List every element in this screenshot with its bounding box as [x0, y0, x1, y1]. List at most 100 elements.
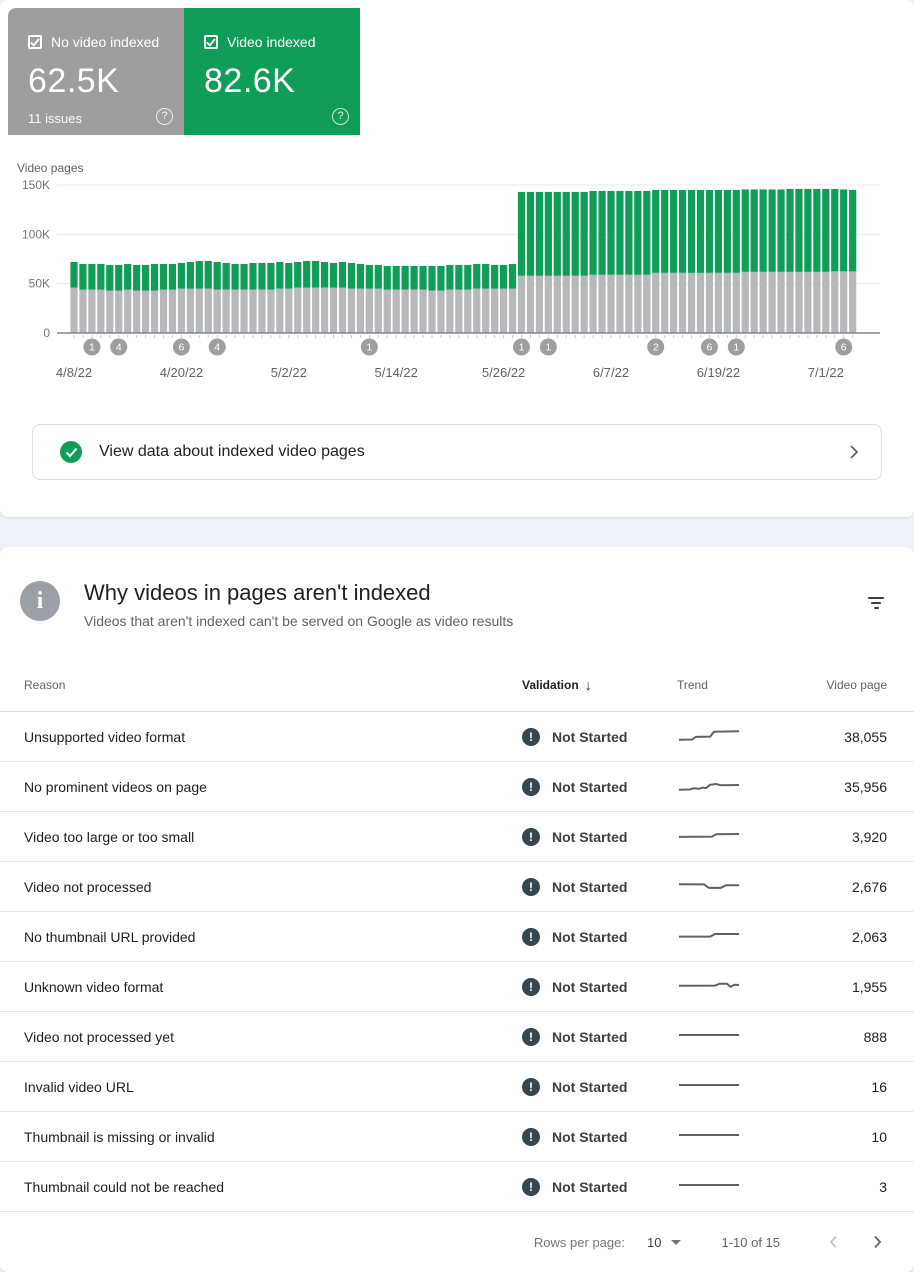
svg-text:0: 0 — [43, 326, 50, 340]
video-page-count: 2,063 — [851, 928, 887, 945]
trend-cell — [677, 1024, 802, 1049]
view-data-label: View data about indexed video pages — [99, 443, 365, 460]
validation-cell: ! Not Started — [522, 927, 677, 946]
validation-cell: ! Not Started — [522, 827, 677, 846]
next-page-button[interactable] — [864, 1229, 890, 1255]
header-validation-sort[interactable]: Validation ↓ — [522, 677, 592, 693]
info-icon: i — [20, 581, 60, 621]
validation-status: Not Started — [552, 1028, 628, 1045]
error-icon: ! — [522, 1027, 540, 1046]
trend-cell — [677, 1174, 802, 1199]
validation-cell: ! Not Started — [522, 1027, 677, 1046]
validation-status: Not Started — [552, 1128, 628, 1145]
trend-cell — [677, 1074, 802, 1099]
chevron-left-icon — [829, 1235, 837, 1249]
view-data-link[interactable]: View data about indexed video pages — [32, 424, 882, 480]
svg-text:6: 6 — [841, 342, 847, 354]
trend-cell — [677, 824, 802, 849]
table-row[interactable]: Video too large or too small ! Not Started… — [0, 812, 914, 862]
table-row[interactable]: No prominent videos on page! Not Started 3… — [0, 762, 914, 812]
validation-cell: ! Not Started — [522, 777, 677, 796]
issues-count: 11 issues — [28, 111, 82, 126]
reason-cell: Unknown video format — [24, 978, 164, 995]
reason-cell: Video too large or too small — [24, 828, 195, 845]
table-row[interactable]: Thumbnail is missing or invalid! Not Star… — [0, 1112, 914, 1162]
help-icon[interactable]: ? — [332, 108, 349, 125]
success-check-icon — [60, 441, 82, 463]
chevron-right-icon — [873, 1235, 881, 1249]
svg-text:7/1/22: 7/1/22 — [808, 365, 844, 380]
table-row[interactable]: Video not processed yet! Not Started 888 — [0, 1012, 914, 1062]
validation-cell: ! Not Started — [522, 877, 677, 896]
svg-text:6: 6 — [707, 342, 713, 354]
checkbox-checked-icon[interactable] — [28, 35, 42, 49]
video-page-count: 888 — [863, 1028, 887, 1045]
svg-text:1: 1 — [89, 342, 95, 354]
trend-sparkline — [679, 1134, 739, 1136]
video-page-count: 16 — [871, 1078, 887, 1095]
issues-panel: i Why videos in pages aren't indexed Vid… — [0, 547, 914, 1272]
validation-status: Not Started — [552, 778, 628, 795]
svg-text:2: 2 — [653, 342, 659, 354]
validation-status: Not Started — [552, 1178, 628, 1195]
video-page-count: 35,956 — [844, 778, 887, 795]
validation-status: Not Started — [552, 1078, 628, 1095]
svg-text:1: 1 — [519, 342, 525, 354]
error-icon: ! — [522, 977, 540, 996]
validation-cell: ! Not Started — [522, 977, 677, 996]
trend-sparkline — [679, 1184, 739, 1186]
reason-cell: No prominent videos on page — [24, 778, 207, 795]
svg-text:4/8/22: 4/8/22 — [56, 365, 92, 380]
indexed-count: 82.6K — [204, 62, 296, 100]
reason-cell: Invalid video URL — [24, 1078, 134, 1095]
trend-sparkline — [679, 1084, 739, 1086]
table-row[interactable]: Unsupported video format! Not Started 38,0… — [0, 712, 914, 762]
trend-sparkline — [678, 833, 740, 838]
error-icon: ! — [522, 827, 540, 846]
error-icon: ! — [522, 1177, 540, 1196]
chevron-right-icon — [850, 445, 859, 459]
reason-cell: Video not processed — [24, 878, 152, 895]
video-pages-stacked-bar-chart[interactable]: 0 50K 100K 150K 1 4 6 4 1 1 1 2 6 1 6 4/8/22 4/20/22 5/2/… — [0, 155, 914, 390]
previous-page-button[interactable] — [820, 1229, 846, 1255]
issues-subtitle: Videos that aren't indexed can't be serv… — [84, 613, 514, 629]
reason-cell: Thumbnail could not be reached — [24, 1178, 225, 1195]
trend-sparkline — [678, 982, 740, 988]
table-header-row: Reason Validation ↓ Trend Video page — [0, 659, 914, 712]
table-pagination: Rows per page: 10 1-10 of 15 — [0, 1212, 914, 1272]
table-row[interactable]: Unknown video format! Not Started 1,955 — [0, 962, 914, 1012]
trend-sparkline — [679, 1034, 739, 1036]
svg-text:4: 4 — [214, 342, 220, 354]
table-row[interactable]: Invalid video URL! Not Started 16 — [0, 1062, 914, 1112]
table-row[interactable]: Video not processed ! Not Started 2,676 — [0, 862, 914, 912]
error-icon: ! — [522, 777, 540, 796]
validation-status: Not Started — [552, 878, 628, 895]
stat-card-indexed[interactable]: Video indexed 82.6K ? — [184, 8, 360, 135]
filter-icon[interactable] — [862, 589, 890, 617]
svg-text:50K: 50K — [29, 277, 50, 291]
table-row[interactable]: No thumbnail URL provided! Not Started 2,0… — [0, 912, 914, 962]
checkbox-checked-icon[interactable] — [204, 35, 218, 49]
help-icon[interactable]: ? — [156, 108, 173, 125]
video-page-count: 38,055 — [844, 728, 887, 745]
video-page-count: 2,676 — [851, 878, 887, 895]
svg-text:5/2/22: 5/2/22 — [271, 365, 307, 380]
rows-per-page-select[interactable]: 10 — [647, 1235, 682, 1250]
sort-descending-icon: ↓ — [584, 677, 592, 693]
issues-title: Why videos in pages aren't indexed — [84, 580, 431, 605]
table-row[interactable]: Thumbnail could not be reached! Not Start… — [0, 1162, 914, 1212]
trend-cell — [677, 924, 802, 949]
reason-cell: Thumbnail is missing or invalid — [24, 1128, 215, 1145]
indexing-summary-panel: No video indexed 62.5K 11 issues ? Video… — [0, 0, 914, 517]
header-trend: Trend — [677, 678, 708, 692]
trend-sparkline — [678, 883, 739, 889]
svg-text:1: 1 — [733, 342, 739, 354]
card-label: Video indexed — [227, 34, 316, 50]
stat-card-not-indexed[interactable]: No video indexed 62.5K 11 issues ? — [8, 8, 184, 135]
pagination-range: 1-10 of 15 — [721, 1234, 780, 1250]
card-label: No video indexed — [51, 34, 160, 50]
reason-cell: Unsupported video format — [24, 728, 186, 745]
validation-status: Not Started — [552, 728, 628, 745]
error-icon: ! — [522, 1077, 540, 1096]
trend-cell — [677, 774, 802, 799]
